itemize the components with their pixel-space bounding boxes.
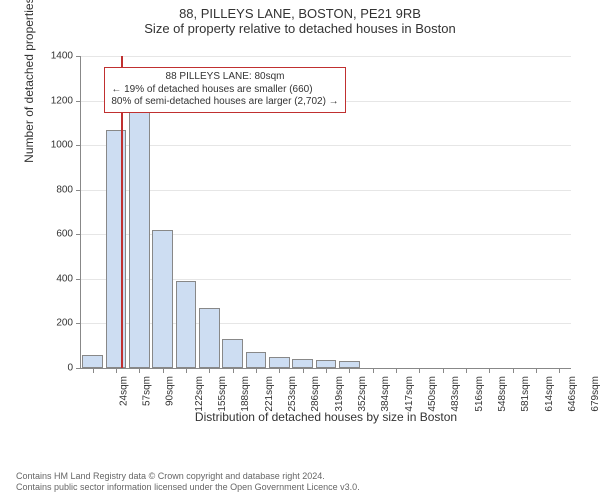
x-tick-label: 155sqm <box>215 376 228 412</box>
y-tick-label: 800 <box>56 184 81 195</box>
x-tick <box>233 368 234 373</box>
y-tick-label: 600 <box>56 229 81 240</box>
x-tick-label: 24sqm <box>116 376 129 406</box>
histogram-bar <box>106 130 127 368</box>
histogram-bar <box>222 339 243 368</box>
y-tick-label: 1400 <box>51 51 81 62</box>
x-tick-label: 122sqm <box>192 376 205 412</box>
histogram-bar <box>82 355 103 368</box>
x-tick-label: 581sqm <box>518 376 531 412</box>
y-axis-label: Number of detached properties <box>22 0 36 163</box>
footer-line-1: Contains HM Land Registry data © Crown c… <box>16 471 360 483</box>
info-box: 88 PILLEYS LANE: 80sqm← 19% of detached … <box>104 67 345 113</box>
footer-line-2: Contains public sector information licen… <box>16 482 360 494</box>
histogram-bar <box>292 359 313 368</box>
x-tick-label: 679sqm <box>588 376 600 412</box>
x-tick-label: 646sqm <box>565 376 578 412</box>
footer-attribution: Contains HM Land Registry data © Crown c… <box>16 471 360 494</box>
x-tick <box>513 368 514 373</box>
y-tick-label: 1200 <box>51 95 81 106</box>
x-tick <box>373 368 374 373</box>
y-tick-label: 0 <box>67 363 81 374</box>
x-tick <box>93 368 94 373</box>
x-tick-label: 352sqm <box>355 376 368 412</box>
x-tick-label: 450sqm <box>425 376 438 412</box>
x-tick <box>186 368 187 373</box>
x-tick <box>116 368 117 373</box>
x-tick <box>326 368 327 373</box>
x-tick-label: 417sqm <box>402 376 415 412</box>
histogram-bar <box>152 230 173 368</box>
histogram-bar <box>129 110 150 369</box>
gridline <box>81 56 571 57</box>
x-tick <box>536 368 537 373</box>
x-tick <box>489 368 490 373</box>
histogram-bar <box>199 308 220 368</box>
x-tick <box>279 368 280 373</box>
x-tick <box>209 368 210 373</box>
info-box-line: 80% of semi-detached houses are larger (… <box>111 96 338 109</box>
info-box-line: 88 PILLEYS LANE: 80sqm <box>111 71 338 84</box>
x-tick-label: 516sqm <box>472 376 485 412</box>
x-tick <box>466 368 467 373</box>
x-tick <box>419 368 420 373</box>
histogram-bar <box>176 281 197 368</box>
x-tick-label: 483sqm <box>448 376 461 412</box>
page-title-main: 88, PILLEYS LANE, BOSTON, PE21 9RB <box>0 0 600 21</box>
histogram-bar <box>246 352 267 368</box>
x-tick <box>163 368 164 373</box>
histogram-bar <box>339 361 360 368</box>
y-tick-label: 200 <box>56 318 81 329</box>
x-tick <box>443 368 444 373</box>
histogram-bar <box>269 357 290 368</box>
gridline <box>81 145 571 146</box>
x-tick <box>396 368 397 373</box>
x-tick-label: 188sqm <box>238 376 251 412</box>
y-tick-label: 1000 <box>51 140 81 151</box>
gridline <box>81 190 571 191</box>
x-tick <box>139 368 140 373</box>
x-tick-label: 548sqm <box>495 376 508 412</box>
x-tick <box>349 368 350 373</box>
x-tick-label: 90sqm <box>163 376 176 406</box>
x-tick-label: 614sqm <box>542 376 555 412</box>
x-tick-label: 286sqm <box>308 376 321 412</box>
histogram-bar <box>316 360 337 368</box>
x-tick-label: 221sqm <box>262 376 275 412</box>
chart-container: Number of detached properties Distributi… <box>50 44 580 414</box>
x-tick <box>256 368 257 373</box>
info-box-line: ← 19% of detached houses are smaller (66… <box>111 84 338 97</box>
plot-area: Distribution of detached houses by size … <box>80 56 571 369</box>
x-tick-label: 384sqm <box>378 376 391 412</box>
y-tick-label: 400 <box>56 273 81 284</box>
x-axis-label: Distribution of detached houses by size … <box>81 410 571 424</box>
x-tick-label: 57sqm <box>140 376 153 406</box>
page-title-sub: Size of property relative to detached ho… <box>0 21 600 40</box>
x-tick-label: 319sqm <box>332 376 345 412</box>
x-tick-label: 253sqm <box>285 376 298 412</box>
x-tick <box>303 368 304 373</box>
x-tick <box>559 368 560 373</box>
